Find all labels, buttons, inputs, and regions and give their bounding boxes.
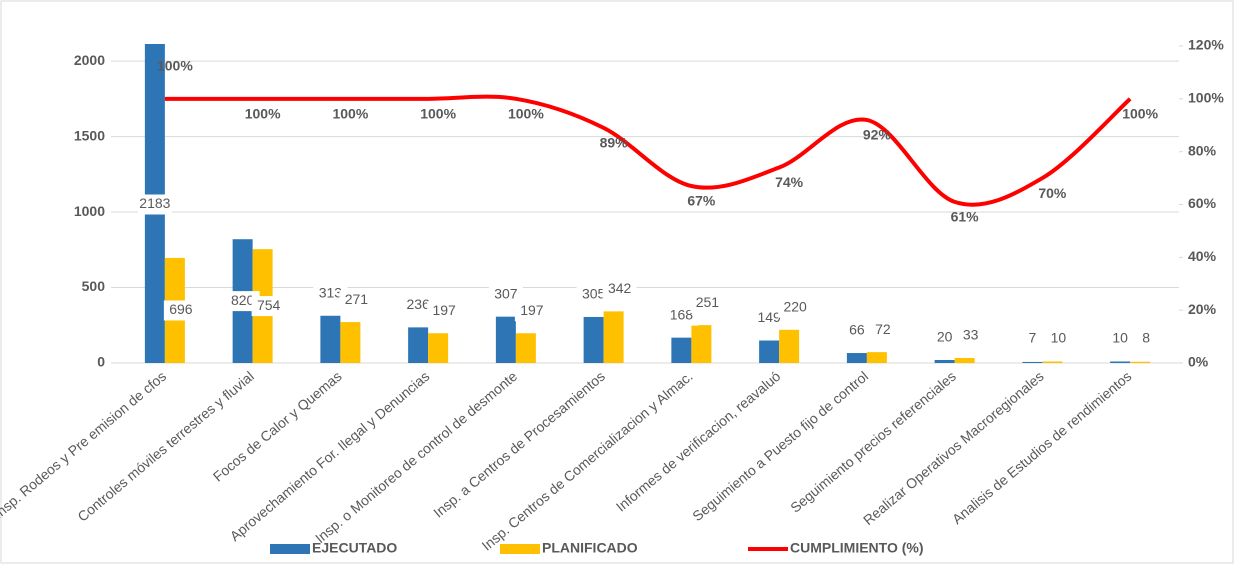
bar [779, 329, 800, 363]
line-label: 100% [332, 106, 368, 122]
data-label: 66 [849, 322, 865, 338]
y2-tick-label: 100% [1188, 90, 1224, 106]
bar [603, 311, 624, 363]
data-label-bg [752, 308, 787, 329]
bar [495, 316, 516, 363]
line-label: 100% [157, 58, 193, 74]
data-label: 168 [670, 306, 694, 322]
data-label: 8 [1142, 330, 1150, 346]
bar [1130, 361, 1151, 363]
data-label-bg [401, 295, 436, 316]
data-label-bg [927, 327, 962, 348]
y2-tick-label: 80% [1188, 142, 1217, 158]
data-label: 251 [696, 294, 720, 310]
data-label-bg [1103, 329, 1138, 349]
data-label-bg [1129, 329, 1164, 349]
data-label: 271 [345, 291, 369, 307]
line-label: 61% [951, 209, 980, 225]
bar [583, 316, 604, 363]
data-label: 313 [319, 284, 343, 300]
legend-label: EJECUTADO [312, 540, 397, 556]
bar [759, 340, 780, 363]
data-label-bg [1015, 329, 1050, 349]
data-label: 307 [494, 285, 518, 301]
line-label: 89% [600, 135, 629, 151]
data-label: 33 [963, 327, 979, 343]
data-label-bg [427, 301, 462, 322]
y-tick-label: 2000 [74, 52, 105, 68]
data-label-bg [137, 194, 172, 215]
line-label: 67% [687, 193, 716, 209]
bar [408, 327, 429, 363]
line-label: 74% [775, 174, 804, 190]
bar [934, 359, 955, 363]
data-label-bg [313, 283, 348, 304]
line-label: 100% [1122, 106, 1158, 122]
bar [866, 352, 887, 363]
bar [320, 315, 341, 363]
line [164, 94, 1132, 207]
y2-tick-label: 40% [1188, 248, 1217, 264]
data-label: 820 [231, 292, 255, 308]
data-label-bg [339, 290, 374, 311]
bar [691, 325, 712, 363]
data-label: 20 [937, 329, 953, 345]
y2-tick-label: 20% [1188, 301, 1217, 317]
legend-swatch [500, 544, 540, 554]
bar [1022, 361, 1043, 363]
bar [671, 337, 692, 363]
data-label: 7 [1028, 330, 1036, 346]
data-label-bg [664, 305, 699, 326]
y-tick-label: 500 [82, 278, 106, 294]
line-label: 92% [863, 127, 892, 143]
line-label: 100% [508, 106, 544, 122]
bar [340, 322, 361, 363]
line-label: 100% [245, 106, 281, 122]
data-label: 305 [582, 286, 606, 302]
data-label: 696 [169, 301, 193, 317]
y2-tick-label: 120% [1188, 37, 1224, 53]
y-tick-label: 0 [97, 354, 105, 370]
y-tick-label: 1000 [74, 203, 105, 219]
y2-tick-label: 0% [1188, 354, 1209, 370]
data-label-bg [953, 326, 988, 347]
bar [1110, 361, 1131, 363]
data-label-bg [488, 284, 523, 305]
data-label: 220 [783, 298, 807, 314]
data-label: 72 [875, 321, 891, 337]
data-label: 10 [1051, 330, 1067, 346]
bar [1042, 361, 1063, 363]
y-tick-label: 1500 [74, 127, 105, 143]
data-label: 149 [757, 309, 781, 325]
bar [428, 333, 449, 363]
data-label: 754 [257, 297, 281, 313]
data-label-bg [576, 284, 611, 305]
legend-swatch [270, 544, 310, 554]
line-label: 70% [1038, 185, 1067, 201]
legend-label: PLANIFICADO [542, 540, 638, 556]
data-label: 2183 [139, 195, 170, 211]
data-label-bg [225, 291, 260, 312]
data-label-bg [514, 301, 549, 322]
bar [846, 353, 867, 363]
legend-label: CUMPLIMIENTO (%) [790, 540, 924, 556]
y2-tick-label: 60% [1188, 195, 1217, 211]
data-label: 10 [1112, 330, 1128, 346]
bar [515, 333, 536, 363]
data-label: 197 [432, 302, 456, 318]
data-label-bg [1041, 329, 1076, 349]
data-label: 342 [608, 280, 632, 296]
data-label-bg [163, 300, 198, 321]
line-label: 100% [420, 106, 456, 122]
data-label-bg [251, 296, 286, 317]
data-label-bg [690, 293, 725, 314]
data-label-bg [865, 320, 900, 341]
data-label: 236 [406, 296, 430, 312]
data-label-bg [778, 297, 813, 318]
data-label-bg [839, 321, 874, 342]
bar [954, 358, 975, 363]
data-label: 197 [520, 302, 544, 318]
data-label-bg [602, 279, 637, 300]
